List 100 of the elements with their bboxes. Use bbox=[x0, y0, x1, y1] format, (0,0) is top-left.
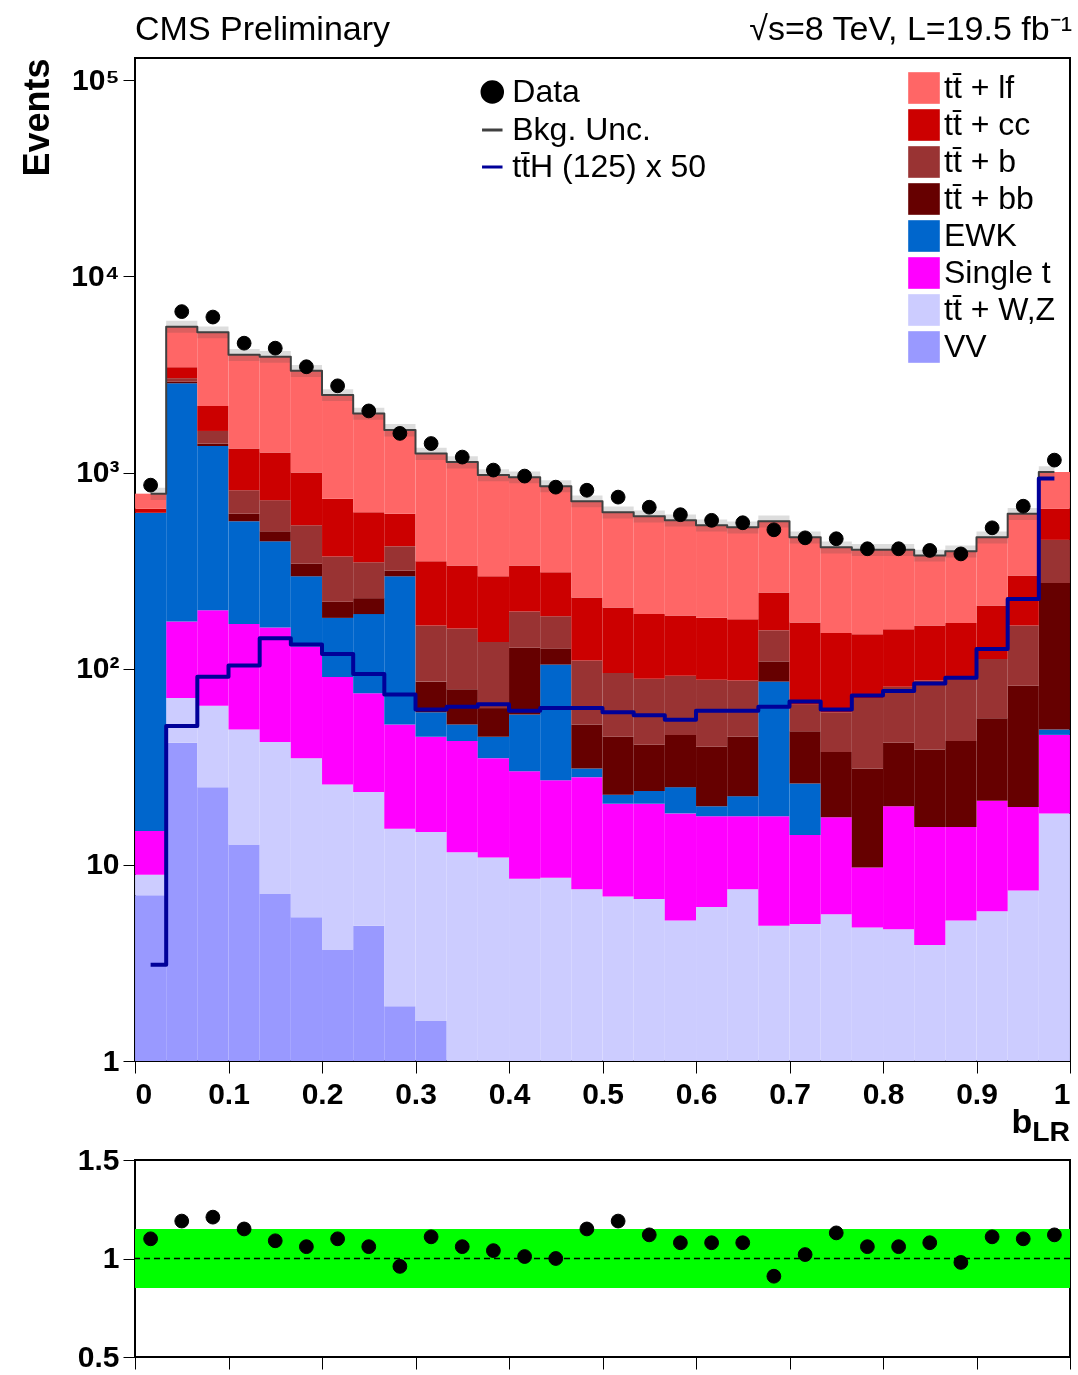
point bbox=[672, 507, 688, 523]
point bbox=[579, 482, 595, 498]
point bbox=[766, 1268, 782, 1284]
x-tick-label: 1 bbox=[1053, 1076, 1071, 1110]
point bbox=[517, 1249, 533, 1264]
point bbox=[704, 1235, 720, 1251]
x-tick-label: 0.4 bbox=[488, 1076, 531, 1110]
legend-label: tt̄ + cc bbox=[944, 106, 1031, 142]
point bbox=[174, 304, 190, 319]
point bbox=[828, 531, 844, 547]
x-tick-label: 0.6 bbox=[675, 1076, 718, 1110]
bar bbox=[228, 513, 260, 522]
point bbox=[891, 541, 907, 557]
point bbox=[984, 520, 1000, 536]
point bbox=[267, 340, 283, 356]
bar bbox=[1038, 729, 1070, 735]
point bbox=[735, 515, 751, 531]
point bbox=[1046, 452, 1062, 468]
point bbox=[797, 1247, 813, 1262]
legend-label: Bkg. Unc. bbox=[512, 111, 651, 147]
y-tick-label: 10² bbox=[76, 651, 120, 685]
x-tick-label: 0.5 bbox=[582, 1076, 624, 1110]
point bbox=[361, 1239, 377, 1255]
y-tick-label: 10⁴ bbox=[71, 258, 120, 292]
point bbox=[1015, 498, 1031, 514]
bar bbox=[1038, 539, 1070, 583]
bar bbox=[135, 874, 167, 896]
y-axis-title: Events bbox=[16, 58, 58, 177]
legend-label: EWK bbox=[944, 217, 1017, 253]
point bbox=[735, 1235, 751, 1251]
point bbox=[392, 1259, 408, 1274]
legend-label: Single t bbox=[944, 254, 1051, 290]
point bbox=[298, 359, 314, 375]
point bbox=[423, 436, 439, 451]
point bbox=[361, 403, 377, 419]
legend-label: Data bbox=[512, 73, 581, 109]
x-tick-label: 0.7 bbox=[769, 1076, 811, 1110]
y-tick-label: 10⁵ bbox=[72, 62, 120, 96]
point bbox=[174, 1213, 190, 1229]
bar bbox=[259, 531, 291, 542]
point bbox=[330, 378, 346, 394]
point bbox=[641, 499, 657, 515]
point bbox=[143, 1231, 159, 1247]
point bbox=[330, 1231, 346, 1247]
point bbox=[704, 512, 720, 528]
y-tick-label: 10³ bbox=[76, 455, 120, 489]
point bbox=[454, 1239, 470, 1255]
y-tick-label: 0.5 bbox=[77, 1339, 120, 1373]
point bbox=[672, 1235, 688, 1251]
point bbox=[859, 541, 875, 557]
point bbox=[1046, 1227, 1062, 1243]
x-tick-label: 0.2 bbox=[301, 1076, 344, 1110]
x-tick-label: 0 bbox=[135, 1076, 153, 1110]
bar bbox=[166, 367, 198, 379]
chart-title: CMS Preliminary bbox=[135, 9, 391, 48]
y-tick-label: 1 bbox=[102, 1043, 120, 1077]
bar bbox=[1038, 508, 1070, 540]
x-tick-label: 0.8 bbox=[862, 1076, 905, 1110]
point bbox=[423, 1229, 439, 1245]
point bbox=[267, 1233, 283, 1249]
point bbox=[766, 522, 782, 538]
y-tick-label: 1 bbox=[102, 1241, 120, 1274]
point bbox=[859, 1239, 875, 1255]
bar bbox=[290, 563, 322, 577]
point bbox=[143, 477, 159, 493]
legend-label: tt̄ + lf bbox=[944, 69, 1015, 105]
bar bbox=[758, 630, 790, 662]
legend-label: tt̄ + bb bbox=[944, 180, 1034, 216]
point bbox=[205, 309, 221, 325]
point bbox=[828, 1225, 844, 1241]
point bbox=[922, 1235, 938, 1251]
point bbox=[548, 1251, 564, 1266]
y-tick-label: 10 bbox=[86, 847, 120, 881]
point bbox=[922, 543, 938, 558]
x-tick-label: 0.9 bbox=[956, 1076, 998, 1110]
point bbox=[392, 426, 408, 441]
point bbox=[298, 1239, 314, 1255]
point bbox=[953, 1255, 969, 1270]
point bbox=[610, 489, 626, 505]
legend-label: tt̄ + b bbox=[944, 143, 1017, 179]
point bbox=[891, 1239, 907, 1255]
y-tick-label: 1.5 bbox=[77, 1142, 120, 1176]
point bbox=[953, 546, 969, 562]
point bbox=[579, 1221, 595, 1237]
x-tick-label: 0.3 bbox=[395, 1076, 437, 1110]
point bbox=[610, 1213, 626, 1229]
bar bbox=[197, 405, 229, 431]
bar bbox=[135, 493, 167, 509]
point bbox=[984, 1229, 1000, 1245]
point bbox=[485, 1243, 501, 1258]
point bbox=[517, 468, 533, 484]
bar bbox=[758, 661, 790, 682]
point bbox=[236, 335, 252, 351]
bar bbox=[384, 570, 416, 577]
point bbox=[548, 479, 564, 495]
bar bbox=[197, 430, 229, 444]
point bbox=[641, 1227, 657, 1243]
legend-label: VV bbox=[944, 328, 988, 364]
x-tick-label: 0.1 bbox=[208, 1076, 250, 1110]
bar bbox=[135, 508, 167, 513]
